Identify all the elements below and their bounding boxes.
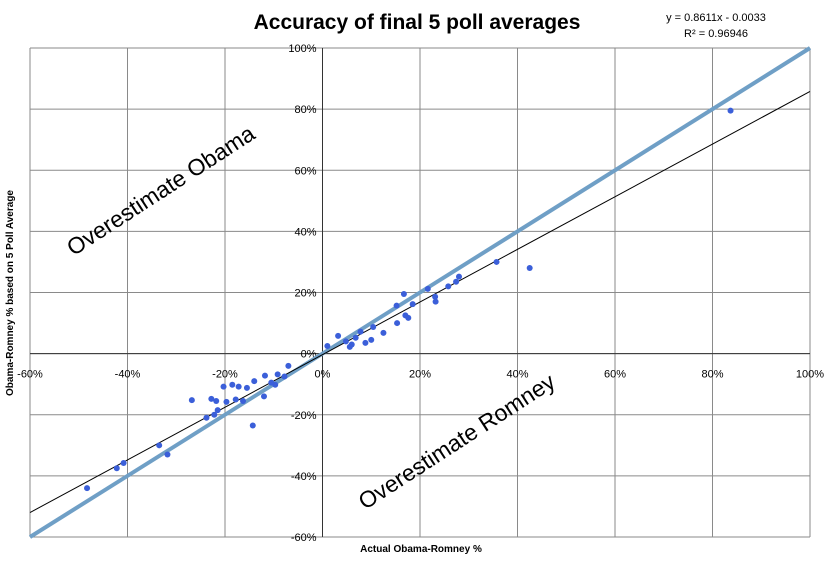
data-point xyxy=(156,442,163,449)
data-point xyxy=(211,411,218,418)
data-point xyxy=(261,372,268,379)
trendline xyxy=(29,91,811,513)
y-tick-label: -60% xyxy=(291,532,317,544)
y-tick-label: 60% xyxy=(294,165,316,177)
x-tick-labels: -60% -40% -20% 0% 20% 40% 60% 80% 100% xyxy=(17,369,824,381)
data-point xyxy=(432,298,439,305)
y-tick-label: -20% xyxy=(291,410,317,422)
data-point xyxy=(203,414,210,421)
data-point xyxy=(394,320,401,327)
data-point xyxy=(232,396,239,403)
data-point xyxy=(456,273,462,280)
data-point xyxy=(400,291,407,298)
y-tick-labels: 100%80%60%40%20%0%-20%-40%-60% xyxy=(288,43,316,544)
data-point xyxy=(285,362,292,369)
data-point xyxy=(113,465,120,472)
data-point xyxy=(188,397,195,404)
x-tick-label: 20% xyxy=(409,369,431,381)
x-tick-label: 100% xyxy=(796,369,824,381)
x-axis-title: Actual Obama-Romney % xyxy=(360,544,482,555)
y-axis-title: Obama-Romney % based on 5 Poll Average xyxy=(5,190,16,396)
data-point xyxy=(281,373,288,380)
data-points xyxy=(84,107,734,492)
data-point xyxy=(249,422,256,429)
data-point xyxy=(526,265,533,272)
data-point xyxy=(208,395,215,402)
data-point xyxy=(335,332,342,339)
data-point xyxy=(240,397,247,404)
data-point xyxy=(213,397,220,404)
y-tick-label: 100% xyxy=(288,43,316,55)
y-tick-label: 20% xyxy=(294,288,316,300)
data-point xyxy=(727,107,734,114)
data-point xyxy=(445,283,452,290)
data-point xyxy=(432,293,439,300)
data-point xyxy=(243,384,250,391)
data-point xyxy=(164,451,171,458)
x-tick-label: -20% xyxy=(212,369,238,381)
data-point xyxy=(346,343,353,350)
x-tick-label: -40% xyxy=(115,369,141,381)
x-tick-label: 0% xyxy=(315,369,331,381)
data-point xyxy=(120,460,127,467)
data-point xyxy=(274,371,281,378)
y-tick-label: 80% xyxy=(294,104,316,116)
trendline-equation: y = 0.8611x - 0.0033 xyxy=(666,12,766,24)
data-point xyxy=(453,278,460,285)
data-point xyxy=(393,302,400,309)
data-point xyxy=(424,285,431,292)
data-point xyxy=(214,407,221,414)
data-point xyxy=(229,381,236,388)
data-point xyxy=(251,378,258,385)
data-point xyxy=(268,379,275,386)
grid-lines xyxy=(29,47,811,538)
data-point xyxy=(368,336,375,343)
y-tick-label: -40% xyxy=(291,471,317,483)
data-point xyxy=(84,485,91,492)
data-point xyxy=(324,342,331,349)
data-point xyxy=(342,338,349,345)
data-point xyxy=(357,328,364,335)
data-point xyxy=(409,301,416,308)
x-tick-label: 80% xyxy=(701,369,723,381)
data-point xyxy=(223,398,230,405)
y-tick-label: 40% xyxy=(294,226,316,238)
data-point xyxy=(220,383,227,390)
x-tick-label: 40% xyxy=(506,369,528,381)
data-point xyxy=(261,393,267,400)
data-point xyxy=(370,324,377,331)
x-tick-label: 60% xyxy=(604,369,626,381)
data-point xyxy=(362,339,369,346)
data-point xyxy=(380,329,387,336)
identity-line xyxy=(28,46,812,539)
data-point xyxy=(235,383,242,390)
chart-title: Accuracy of final 5 poll averages xyxy=(254,11,581,34)
r-squared-label: R² = 0.96946 xyxy=(684,28,748,40)
data-point xyxy=(352,334,359,341)
data-point xyxy=(493,258,500,265)
data-point xyxy=(405,314,412,321)
x-tick-label: -60% xyxy=(17,369,43,381)
